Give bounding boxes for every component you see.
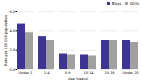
svg-text:Rate per 100 000 population: Rate per 100 000 population bbox=[4, 15, 8, 65]
svg-text:5-9: 5-9 bbox=[65, 70, 71, 74]
svg-text:Under 1: Under 1 bbox=[19, 70, 33, 74]
svg-text:2.0: 2.0 bbox=[9, 48, 15, 52]
svg-text:Age (years): Age (years) bbox=[68, 77, 89, 80]
svg-text:10-14: 10-14 bbox=[83, 70, 94, 74]
svg-text:6.0: 6.0 bbox=[9, 10, 15, 14]
svg-text:15-19: 15-19 bbox=[104, 70, 114, 74]
svg-text:1-4: 1-4 bbox=[44, 70, 50, 74]
svg-text:Under 20: Under 20 bbox=[122, 70, 138, 74]
svg-text:4.0: 4.0 bbox=[9, 29, 15, 33]
svg-text:0.0: 0.0 bbox=[9, 68, 15, 72]
html-text:Girls: Girls bbox=[129, 1, 139, 6]
html-text:Boys: Boys bbox=[111, 1, 122, 6]
